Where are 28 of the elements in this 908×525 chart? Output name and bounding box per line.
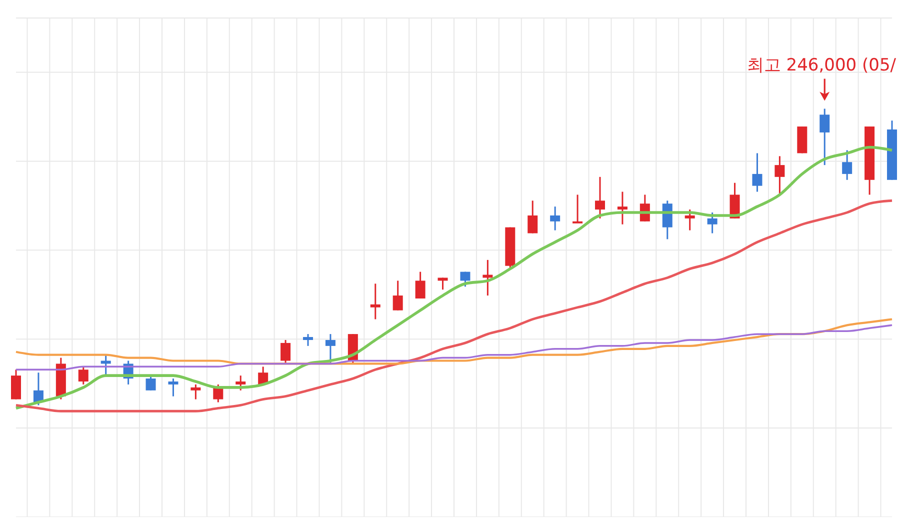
- candlestick: [213, 384, 224, 404]
- candlestick: [280, 339, 291, 364]
- candlestick: [752, 152, 762, 192]
- candlestick: [528, 200, 538, 234]
- candlestick: [460, 271, 470, 288]
- candlestick: [774, 155, 785, 196]
- candlestick: [303, 333, 313, 347]
- candlestick: [190, 384, 201, 400]
- candlestick: [325, 333, 336, 364]
- candlestick: [572, 194, 583, 224]
- candlestick: [146, 374, 156, 392]
- text: 최고 246,000 (05/: [746, 56, 896, 76]
- candlestick: [707, 212, 718, 234]
- candlestick: [550, 206, 560, 232]
- candlestick: [438, 276, 448, 290]
- candlestick: [392, 280, 403, 312]
- candlestick: [684, 208, 695, 232]
- candlestick: [100, 354, 111, 376]
- candlestick: [820, 108, 830, 166]
- candlestick: [78, 366, 88, 386]
- candlestick: [11, 368, 21, 400]
- candlestick: [236, 374, 246, 392]
- candlestick: [168, 378, 178, 398]
- candlestick: [370, 282, 380, 320]
- candlestick: [415, 271, 426, 300]
- candlestick: [595, 176, 605, 220]
- candlestick: [617, 190, 628, 226]
- candlestick: [842, 149, 852, 181]
